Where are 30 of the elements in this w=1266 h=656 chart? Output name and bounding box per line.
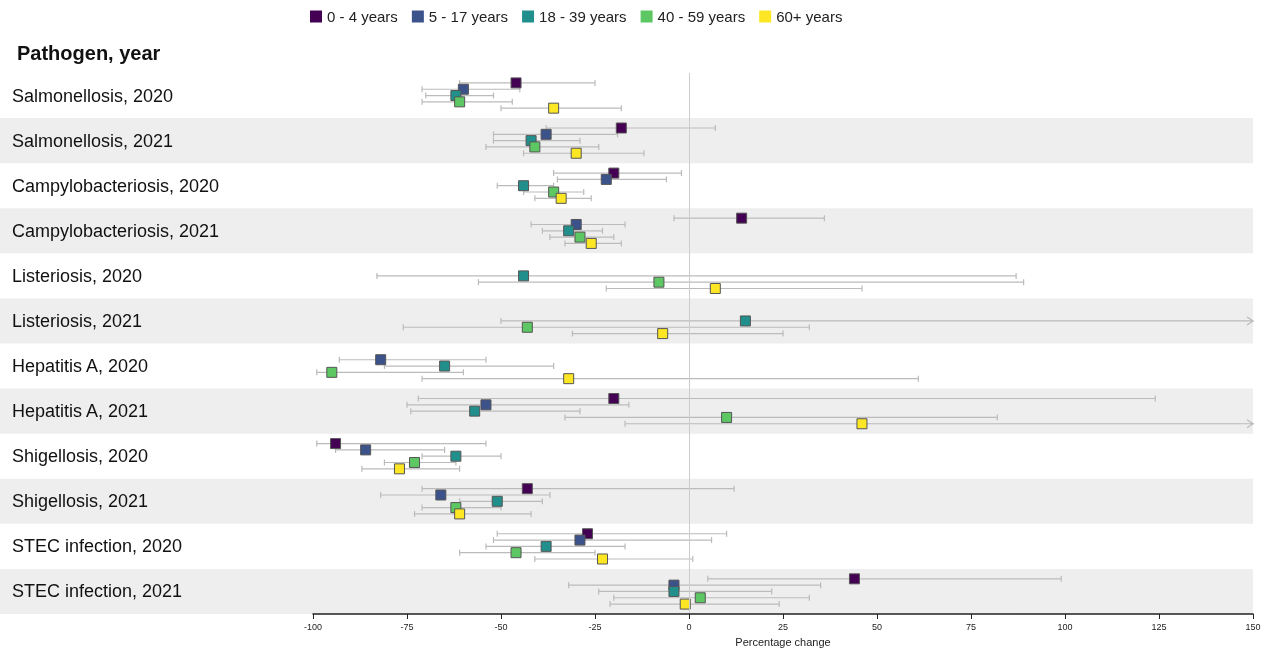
y-tick-label: Salmonellosis, 2020 [12,85,174,106]
legend-label: 40 - 59 years [657,8,746,25]
x-tick-label: 100 [1057,621,1073,632]
y-tick-label: Hepatitis A, 2021 [12,401,149,422]
y-tick-label: Listeriosis, 2020 [12,265,143,286]
legend-label: 18 - 39 years [539,8,627,25]
x-tick-label: -25 [588,621,602,632]
y-tick-label: Salmonellosis, 2021 [12,130,174,151]
y-axis-title: Pathogen, year [17,42,161,64]
x-axis-title: Percentage change [735,635,831,648]
legend-label: 60+ years [776,8,843,25]
x-tick-label: -100 [303,621,323,632]
y-tick-label: Hepatitis A, 2020 [12,356,149,377]
x-tick-label: -50 [494,621,508,632]
y-tick-label: Shigellosis, 2020 [12,446,149,467]
x-tick-label: 75 [965,621,977,632]
y-tick-label: STEC infection, 2021 [12,581,183,602]
y-tick-label: STEC infection, 2020 [12,536,183,557]
y-tick-label: Campylobacteriosis, 2020 [12,175,220,196]
x-tick-label: -75 [400,621,414,632]
x-tick-label: 125 [1151,621,1167,632]
y-tick-label: Campylobacteriosis, 2021 [12,220,220,241]
x-tick-label: 50 [871,621,883,632]
y-tick-label: Listeriosis, 2021 [12,310,143,331]
x-tick-label: 0 [686,621,692,632]
legend-label: 0 - 4 years [327,8,398,25]
y-tick-label: Shigellosis, 2021 [12,491,149,512]
x-tick-label: 150 [1245,621,1261,632]
legend-label: 5 - 17 years [428,8,509,25]
x-tick-label: 25 [777,621,789,632]
